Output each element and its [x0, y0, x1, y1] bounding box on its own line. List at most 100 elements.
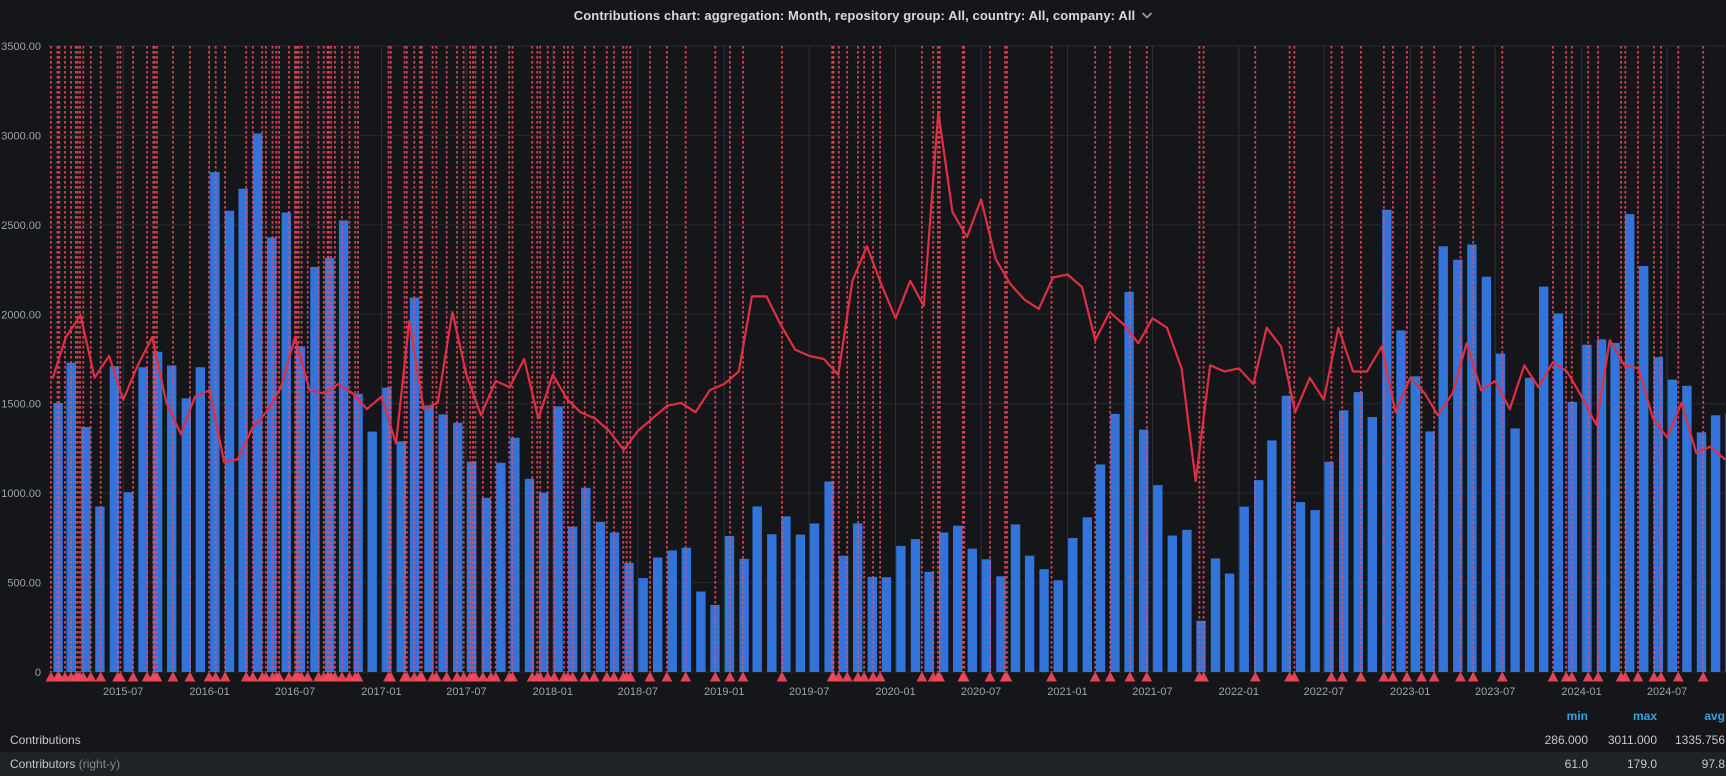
contributors-line-path[interactable]	[51, 110, 1726, 483]
bar-2023-07[interactable]	[1495, 353, 1506, 672]
annotation-marker-2015-07-22[interactable]	[127, 671, 139, 682]
annotation-marker-2020-08-25[interactable]	[1001, 671, 1013, 682]
bar-2015-05[interactable]	[95, 506, 105, 672]
annotation-marker-2022-11-06[interactable]	[1378, 671, 1390, 682]
bar-2022-02[interactable]	[1254, 480, 1264, 672]
annotation-marker-2024-07-25[interactable]	[1672, 671, 1684, 682]
bar-2024-06[interactable]	[1653, 357, 1663, 672]
bar-2019-01[interactable]	[724, 535, 735, 672]
annotation-marker-2015-11-20[interactable]	[184, 671, 196, 682]
annotation-marker-2022-04-29[interactable]	[1288, 671, 1300, 682]
bar-2018-10[interactable]	[681, 547, 691, 672]
annotation-marker-2017-07-20[interactable]	[470, 671, 481, 682]
bar-2016-06[interactable]	[281, 212, 291, 673]
bar-2019-09[interactable]	[838, 555, 849, 672]
bar-2022-12[interactable]	[1396, 330, 1406, 672]
annotation-marker-2019-09-20[interactable]	[841, 671, 853, 682]
bar-2024-01[interactable]	[1582, 344, 1592, 672]
annotation-marker-2017-03-28[interactable]	[416, 671, 428, 682]
bar-2020-02[interactable]	[910, 539, 921, 672]
bar-2020-04[interactable]	[938, 532, 949, 673]
annotation-marker-2016-02-03[interactable]	[219, 671, 231, 682]
bar-2015-07[interactable]	[123, 492, 134, 672]
annotation-marker-2018-10-11[interactable]	[680, 671, 692, 682]
annotation-marker-2015-09-11[interactable]	[151, 671, 163, 682]
annotation-marker-2021-06-19[interactable]	[1141, 671, 1153, 682]
bar-2020-07[interactable]	[981, 559, 992, 672]
bar-2019-02[interactable]	[739, 558, 749, 672]
annotation-marker-2016-09-24[interactable]	[329, 671, 341, 682]
bar-2023-10[interactable]	[1539, 286, 1549, 672]
bar-2015-11[interactable]	[181, 398, 191, 672]
annotation-marker-2020-04-04[interactable]	[934, 671, 946, 682]
bar-2017-03[interactable]	[409, 297, 420, 673]
annotation-marker-2017-08-05[interactable]	[477, 671, 489, 682]
annotation-marker-2018-03-30[interactable]	[588, 671, 600, 682]
bar-2024-03[interactable]	[1610, 342, 1620, 672]
bar-2015-04[interactable]	[81, 427, 91, 672]
annotation-marker-2015-10-15[interactable]	[167, 671, 179, 682]
bar-2017-12[interactable]	[538, 492, 549, 672]
annotation-marker-2016-10-09[interactable]	[336, 671, 348, 682]
bar-2022-06[interactable]	[1310, 510, 1320, 672]
bar-2022-10[interactable]	[1367, 417, 1377, 672]
bar-2023-01[interactable]	[1410, 376, 1421, 672]
bar-2017-02[interactable]	[396, 441, 406, 672]
bar-2022-11[interactable]	[1382, 209, 1392, 672]
annotation-marker-2022-08-09[interactable]	[1336, 671, 1348, 682]
legend-col-max[interactable]: max	[1632, 709, 1657, 723]
annotation-marker-2021-10-18[interactable]	[1198, 671, 1209, 682]
bar-2017-04[interactable]	[424, 405, 434, 673]
bar-2023-06[interactable]	[1481, 276, 1492, 672]
annotation-marker-2020-05-26[interactable]	[958, 671, 970, 682]
bar-2022-07[interactable]	[1324, 461, 1334, 672]
annotation-marker-2024-04-03[interactable]	[1619, 671, 1631, 682]
bar-2021-03[interactable]	[1095, 464, 1106, 673]
annotation-marker-2019-09-02[interactable]	[833, 671, 845, 682]
bar-2021-07[interactable]	[1153, 485, 1163, 672]
annotation-marker-2023-04-18[interactable]	[1455, 671, 1466, 682]
bar-2017-08[interactable]	[481, 497, 491, 672]
annotation-marker-2022-12-25[interactable]	[1401, 671, 1413, 682]
annotation-marker-2018-01-04[interactable]	[548, 671, 560, 682]
bar-2022-04[interactable]	[1281, 395, 1292, 672]
bar-2019-07[interactable]	[809, 523, 820, 673]
annotation-marker-2019-05-04[interactable]	[776, 671, 788, 682]
annotation-marker-2017-01-21[interactable]	[385, 671, 397, 682]
bar-2024-05[interactable]	[1639, 266, 1649, 672]
legend-col-avg[interactable]: avg	[1704, 709, 1725, 723]
annotation-marker-2021-04-02[interactable]	[1104, 671, 1116, 682]
bar-2024-04[interactable]	[1625, 214, 1635, 672]
bar-2023-08[interactable]	[1510, 428, 1520, 672]
bar-2016-03[interactable]	[238, 188, 248, 672]
annotation-marker-2024-01-15[interactable]	[1582, 671, 1594, 682]
annotation-marker-2019-10-26[interactable]	[858, 671, 870, 682]
bar-2016-07[interactable]	[295, 346, 306, 673]
annotation-marker-2017-05-20[interactable]	[441, 671, 453, 682]
annotation-marker-2018-03-10[interactable]	[579, 671, 591, 682]
annotation-marker-2017-04-28[interactable]	[431, 671, 442, 682]
bar-2022-01[interactable]	[1239, 506, 1249, 672]
bar-2021-11[interactable]	[1210, 558, 1221, 672]
annotation-marker-2016-04-02[interactable]	[247, 671, 259, 682]
bar-2024-09[interactable]	[1696, 432, 1707, 672]
bar-2021-10[interactable]	[1196, 620, 1206, 672]
annotation-marker-2018-12-13[interactable]	[709, 671, 721, 682]
annotation-marker-2018-06-15[interactable]	[624, 671, 636, 682]
annotation-marker-2015-06-25[interactable]	[115, 671, 126, 682]
bar-2020-08[interactable]	[996, 576, 1006, 672]
bar-2023-09[interactable]	[1524, 377, 1535, 672]
bar-2019-08[interactable]	[824, 481, 834, 673]
bar-2016-05[interactable]	[267, 237, 277, 672]
bar-2016-08[interactable]	[310, 266, 320, 672]
annotation-marker-2016-11-12[interactable]	[352, 671, 364, 682]
bar-2020-09[interactable]	[1010, 524, 1021, 672]
annotation-marker-2016-05-28[interactable]	[273, 671, 285, 682]
bar-2021-09[interactable]	[1182, 529, 1192, 672]
bar-2019-11[interactable]	[867, 576, 877, 672]
annotation-marker-2022-02-05[interactable]	[1249, 671, 1261, 682]
legend-col-min[interactable]: min	[1566, 709, 1588, 723]
bar-2019-05[interactable]	[781, 516, 791, 672]
bar-2019-06[interactable]	[795, 534, 806, 672]
bar-2018-08[interactable]	[653, 557, 663, 673]
